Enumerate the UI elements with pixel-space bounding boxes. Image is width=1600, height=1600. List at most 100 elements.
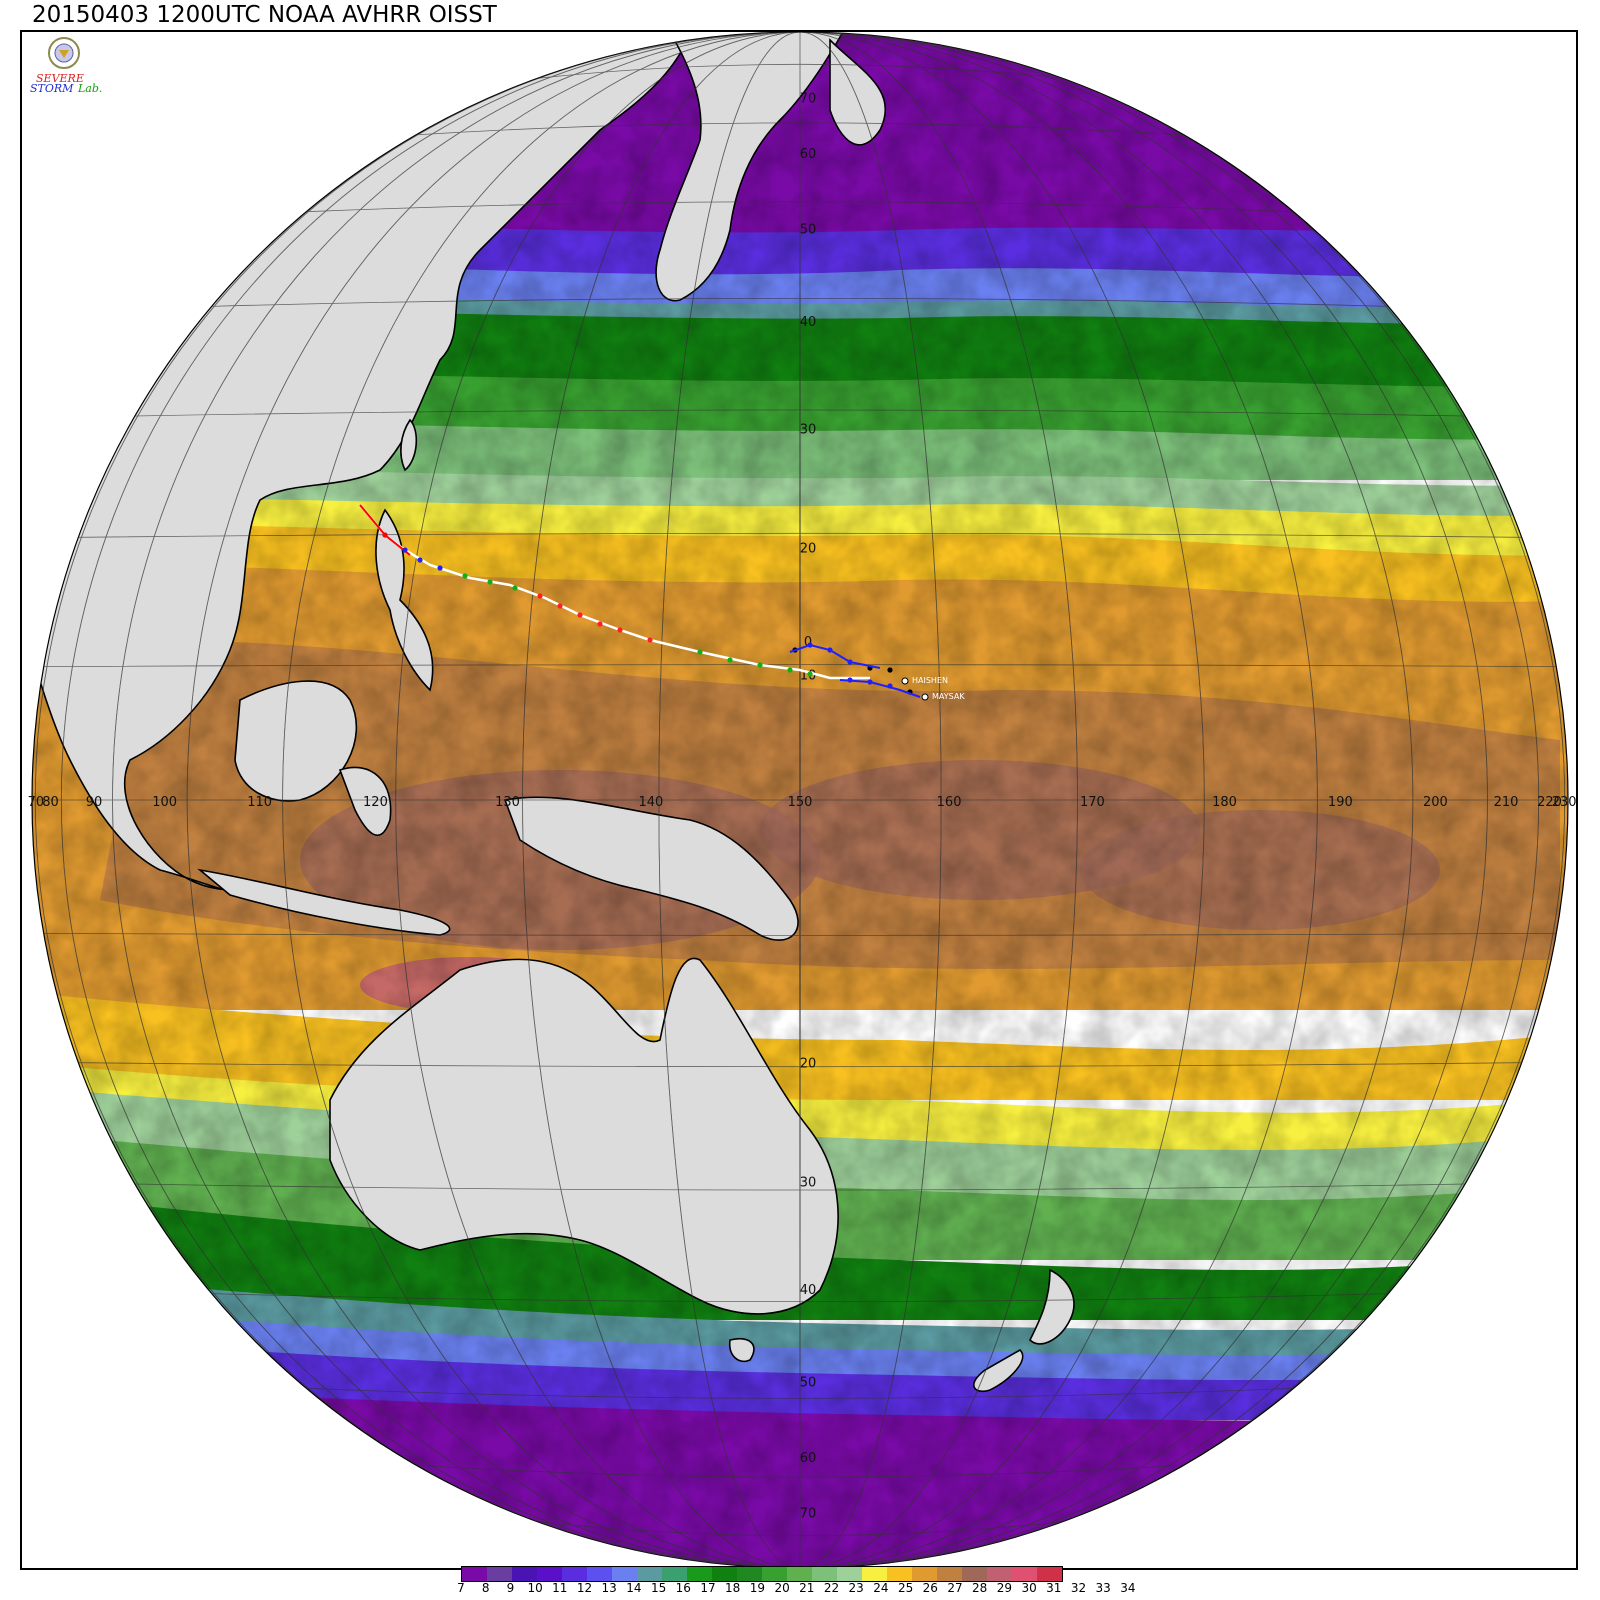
equator-label: 0 — [804, 635, 812, 650]
parallel-line — [134, 1183, 1466, 1191]
track-point — [512, 585, 518, 591]
track-point — [757, 662, 763, 668]
longitude-label: 140 — [639, 795, 664, 810]
colorbar-label: 26 — [922, 1581, 938, 1595]
storm-label-maysak: MAYSAK — [932, 692, 965, 701]
track-point — [597, 621, 603, 627]
storm-label-haishen: HAISHEN — [912, 676, 948, 685]
colorbar-label: 7 — [457, 1581, 465, 1595]
colorbar-label: 29 — [996, 1581, 1013, 1595]
colorbar-label: 21 — [799, 1581, 815, 1595]
parallel-line — [306, 201, 1294, 213]
colorbar-swatch — [887, 1567, 912, 1581]
colorbar-label: 20 — [774, 1581, 790, 1595]
colorbar-label: 13 — [601, 1581, 617, 1595]
colorbar-label: 9 — [506, 1581, 515, 1595]
longitude-label: 200 — [1423, 795, 1448, 810]
parallel-line — [134, 409, 1466, 417]
longitude-label: 230 — [1552, 795, 1577, 810]
parallel-line — [211, 1293, 1389, 1303]
colorbar-label: 8 — [481, 1581, 490, 1595]
colorbar-swatch — [912, 1567, 937, 1581]
logo-text-lab: Lab. — [77, 82, 102, 95]
track-point — [402, 547, 408, 553]
colorbar-label: 17 — [700, 1581, 716, 1595]
colorbar-swatch — [962, 1567, 987, 1581]
colorbar-swatch — [712, 1567, 737, 1581]
colorbar-label: 24 — [873, 1581, 889, 1595]
parallel-line — [415, 122, 1185, 136]
parallel-line — [415, 1464, 1185, 1478]
track-point — [697, 649, 703, 655]
colorbar-swatch — [837, 1567, 862, 1581]
colorbar-swatch — [987, 1567, 1012, 1581]
longitude-label: 70 — [28, 795, 45, 810]
track-point — [462, 573, 468, 579]
typhoon-tracks: HAISHEN MAYSAK — [359, 504, 965, 701]
graticule — [32, 32, 1568, 1568]
longitude-label: 80 — [42, 795, 59, 810]
logo-text-storm: STORM — [30, 82, 74, 95]
parallel-line — [78, 1062, 1522, 1068]
colorbar-swatch — [812, 1567, 837, 1581]
longitude-label: 110 — [247, 795, 272, 810]
colorbar-label: 25 — [897, 1581, 914, 1595]
colorbar-label: 18 — [725, 1581, 741, 1595]
parallel-line — [306, 1387, 1294, 1399]
longitude-label: 220 — [1537, 795, 1562, 810]
colorbar-swatch — [1037, 1567, 1062, 1581]
colorbar-swatch — [562, 1567, 587, 1581]
track-point — [437, 565, 443, 571]
colorbar-swatch — [512, 1567, 537, 1581]
longitude-label: 100 — [152, 795, 177, 810]
colorbar-swatch — [537, 1567, 562, 1581]
latitude-label: 60 — [800, 1451, 817, 1466]
latitude-label: 40 — [800, 315, 817, 330]
track-point — [887, 667, 893, 673]
colorbar-label: 11 — [552, 1581, 568, 1595]
colorbar-label: 33 — [1095, 1581, 1111, 1595]
colorbar-label: 31 — [1046, 1581, 1062, 1595]
colorbar-swatch — [737, 1567, 762, 1581]
colorbar-swatch — [487, 1567, 512, 1581]
track-point — [487, 579, 493, 585]
colorbar-label: 15 — [650, 1581, 667, 1595]
colorbar-label: 23 — [848, 1581, 864, 1595]
latitude-label: 70 — [800, 1506, 817, 1521]
longitude-label: 170 — [1080, 795, 1105, 810]
colorbar-swatch — [1012, 1567, 1037, 1581]
track-point — [577, 612, 583, 618]
colorbar-swatch — [862, 1567, 887, 1581]
colorbar-label: 27 — [947, 1581, 963, 1595]
latitude-label: 30 — [800, 1175, 817, 1190]
colorbar-label: 12 — [576, 1581, 593, 1595]
longitude-label: 180 — [1212, 795, 1237, 810]
colorbar-label: 19 — [749, 1581, 766, 1595]
longitude-label: 210 — [1494, 795, 1519, 810]
sst-colorbar — [461, 1566, 1063, 1582]
colorbar-swatch — [762, 1567, 787, 1581]
colorbar-label: 10 — [527, 1581, 543, 1595]
colorbar-swatch — [587, 1567, 612, 1581]
logo-text-severe: SEVERE — [36, 72, 84, 85]
map-title: 20150403 1200UTC NOAA AVHRR OISST — [32, 2, 497, 28]
colorbar-swatch — [462, 1567, 487, 1581]
track-point — [617, 627, 623, 633]
colorbar-label: 32 — [1070, 1581, 1087, 1595]
colorbar-swatch — [787, 1567, 812, 1581]
parallel-line — [78, 532, 1522, 538]
latitude-label: 20 — [800, 1056, 817, 1071]
track-point — [787, 667, 793, 673]
latitude-label: 40 — [800, 1283, 817, 1298]
latitude-label: 20 — [800, 542, 817, 557]
colorbar-swatch — [937, 1567, 962, 1581]
severe-storm-lab-logo: SEVERE STORM Lab. — [30, 37, 102, 95]
colorbar-swatch — [612, 1567, 637, 1581]
colorbar-label: 14 — [626, 1581, 642, 1595]
longitude-label: 160 — [937, 795, 962, 810]
track-point — [727, 657, 733, 663]
track-point — [647, 637, 653, 643]
